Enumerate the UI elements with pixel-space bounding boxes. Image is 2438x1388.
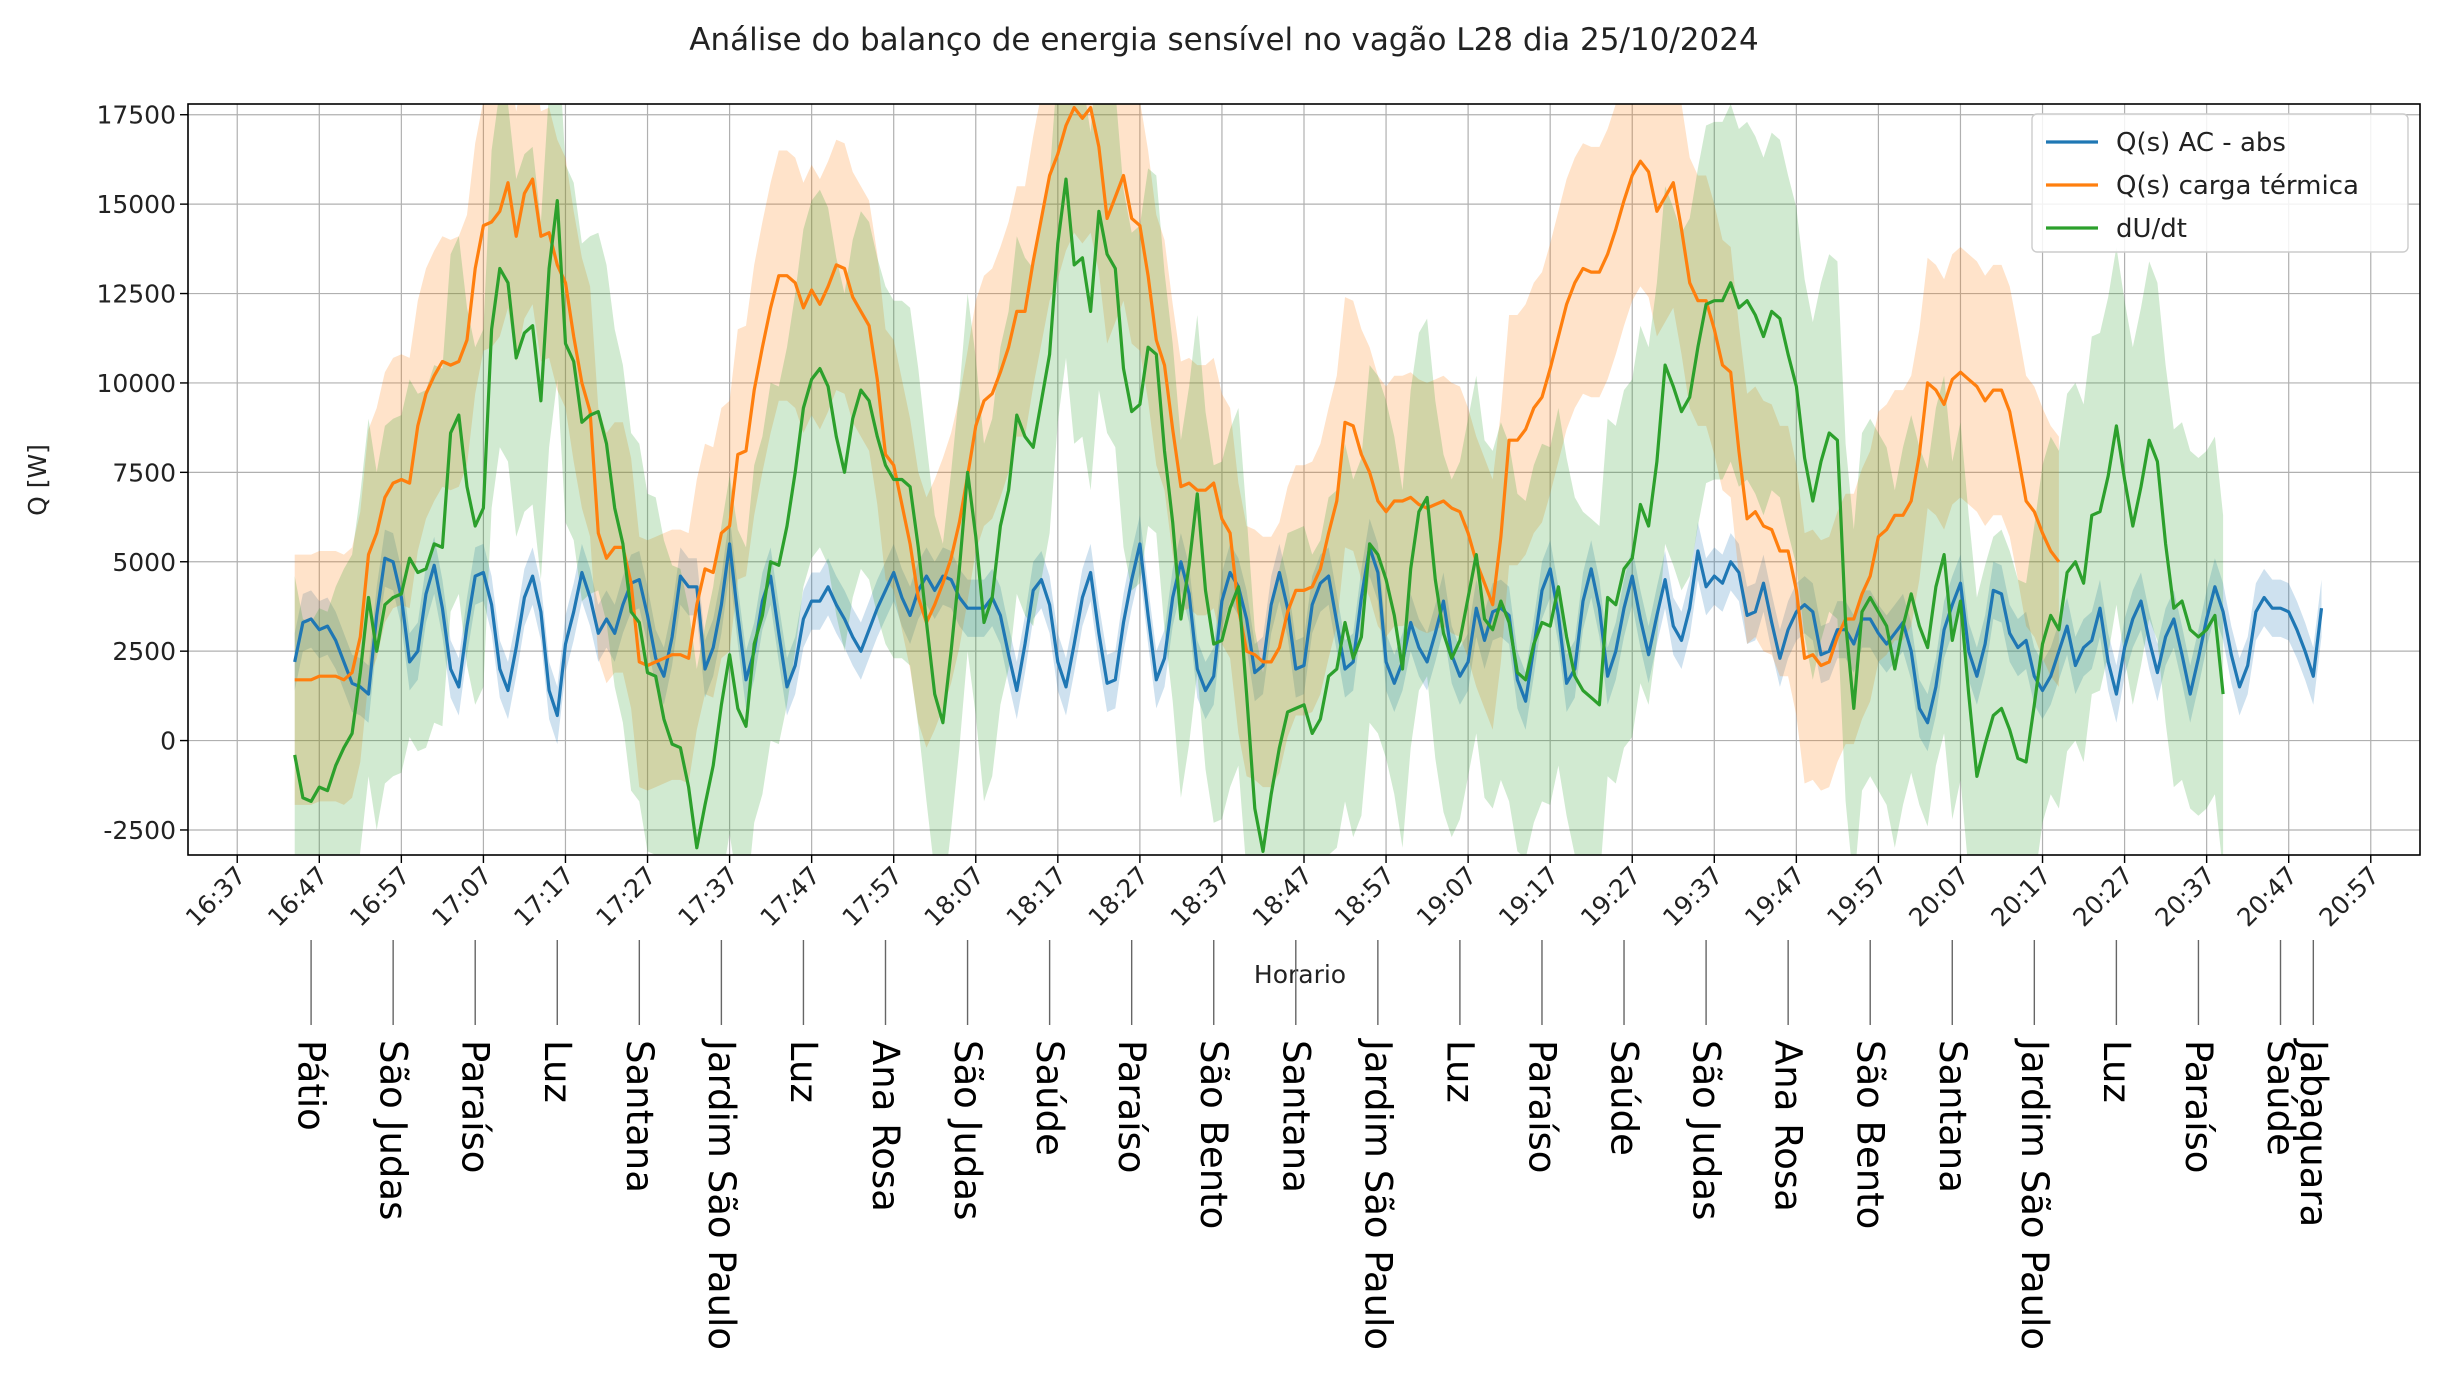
x-tick-label: 17:17 — [508, 861, 579, 932]
legend-entry: dU/dt — [2116, 214, 2187, 244]
x-tick-label: 17:47 — [754, 861, 825, 932]
x-tick-label: 20:27 — [2067, 861, 2138, 932]
station-label: Jardim São Paulo — [700, 1038, 743, 1350]
station-label: São Judas — [1685, 1040, 1728, 1220]
y-axis-ticks: -2500 0 2500 5000 7500 10000 12500 15000 17500 — [96, 101, 188, 845]
x-tick-label: 16:37 — [180, 861, 251, 932]
chart-title: Análise do balanço de energia sensível n… — [689, 22, 1758, 58]
station-label: Luz — [782, 1040, 825, 1103]
station-label: Paraíso — [1520, 1040, 1563, 1173]
station-label: Ana Rosa — [1767, 1040, 1810, 1212]
station-label: Santana — [618, 1040, 661, 1193]
station-label: Jardim São Paulo — [1356, 1038, 1399, 1350]
y-tick-label: 17500 — [96, 101, 176, 130]
x-tick-label: 18:07 — [919, 861, 990, 932]
x-tick-label: 17:57 — [836, 861, 907, 932]
x-tick-label: 16:47 — [262, 861, 333, 932]
y-tick-label: 10000 — [96, 369, 176, 398]
station-label: Saúde — [1603, 1040, 1646, 1156]
legend-box — [2031, 113, 2409, 253]
y-tick-label: -2500 — [103, 816, 176, 845]
x-tick-label: 20:07 — [1903, 861, 1974, 932]
y-tick-label: 7500 — [112, 458, 176, 487]
x-tick-label: 18:27 — [1083, 861, 1154, 932]
station-label: Luz — [536, 1040, 579, 1103]
station-label: Paraíso — [454, 1040, 497, 1173]
series-line-1 — [294, 105, 2061, 682]
legend-entry: Q(s) carga térmica — [2116, 171, 2359, 201]
series-lines — [293, 105, 2324, 854]
station-label: São Bento — [1849, 1040, 1892, 1229]
x-tick-label: 20:37 — [2149, 861, 2220, 932]
x-tick-label: 17:07 — [426, 861, 497, 932]
x-tick-label: 18:57 — [1329, 861, 1400, 932]
x-tick-label: 20:57 — [2314, 861, 2385, 932]
x-tick-label: 17:27 — [590, 861, 661, 932]
station-label: Jabaquara — [2292, 1038, 2335, 1227]
station-label: Luz — [1438, 1040, 1481, 1103]
station-label: São Judas — [946, 1040, 989, 1220]
x-tick-label: 20:17 — [1985, 861, 2056, 932]
x-tick-label: 19:17 — [1493, 861, 1564, 932]
station-label: Pátio — [290, 1040, 333, 1131]
y-axis-label: Q [W] — [23, 444, 52, 516]
station-label: São Judas — [372, 1040, 415, 1220]
x-axis-label: Horario — [1254, 960, 1346, 989]
x-tick-label: 19:07 — [1411, 861, 1482, 932]
station-label: Ana Rosa — [864, 1040, 907, 1212]
x-tick-label: 17:37 — [672, 861, 743, 932]
x-tick-label: 19:47 — [1739, 861, 1810, 932]
y-tick-label: 5000 — [112, 548, 176, 577]
station-annotations: Pátio São Judas Paraíso Luz Santana Jardim Sã… — [290, 940, 2335, 1350]
station-label: São Bento — [1192, 1040, 1235, 1229]
x-axis-ticks: 16:37 16:47 16:57 17:07 17:17 17:27 17:37 17:47… — [180, 855, 2385, 932]
station-label: Paraíso — [1110, 1040, 1153, 1173]
y-tick-label: 0 — [160, 727, 176, 756]
series-line-2 — [293, 177, 2225, 854]
legend-entry: Q(s) AC - abs — [2116, 128, 2286, 158]
station-label: Saúde — [2259, 1040, 2302, 1156]
station-label: Saúde — [1028, 1040, 1071, 1156]
station-label: Santana — [1274, 1040, 1317, 1193]
legend: Q(s) AC - abs Q(s) carga térmica dU/dt — [2031, 113, 2409, 253]
station-label: Paraíso — [2177, 1040, 2220, 1173]
x-tick-label: 16:57 — [344, 861, 415, 932]
y-tick-label: 2500 — [112, 637, 176, 666]
y-tick-label: 12500 — [96, 280, 176, 309]
x-tick-label: 18:37 — [1165, 861, 1236, 932]
station-label: Santana — [1931, 1040, 1974, 1193]
x-tick-label: 19:57 — [1821, 861, 1892, 932]
x-tick-label: 18:47 — [1247, 861, 1318, 932]
x-tick-label: 20:47 — [2231, 861, 2302, 932]
series-band-2 — [294, 104, 2224, 855]
x-tick-label: 18:17 — [1001, 861, 1072, 932]
station-label: Luz — [2095, 1040, 2138, 1103]
x-tick-label: 19:37 — [1657, 861, 1728, 932]
y-tick-label: 15000 — [96, 190, 176, 219]
station-label: Jardim São Paulo — [2013, 1038, 2056, 1350]
x-tick-label: 19:27 — [1575, 861, 1646, 932]
